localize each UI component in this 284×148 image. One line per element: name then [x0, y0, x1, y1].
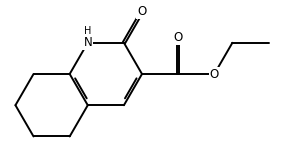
- Text: O: O: [174, 31, 183, 44]
- Text: O: O: [137, 5, 147, 18]
- Text: H: H: [84, 26, 91, 36]
- Text: O: O: [210, 67, 219, 81]
- Text: N: N: [83, 36, 92, 49]
